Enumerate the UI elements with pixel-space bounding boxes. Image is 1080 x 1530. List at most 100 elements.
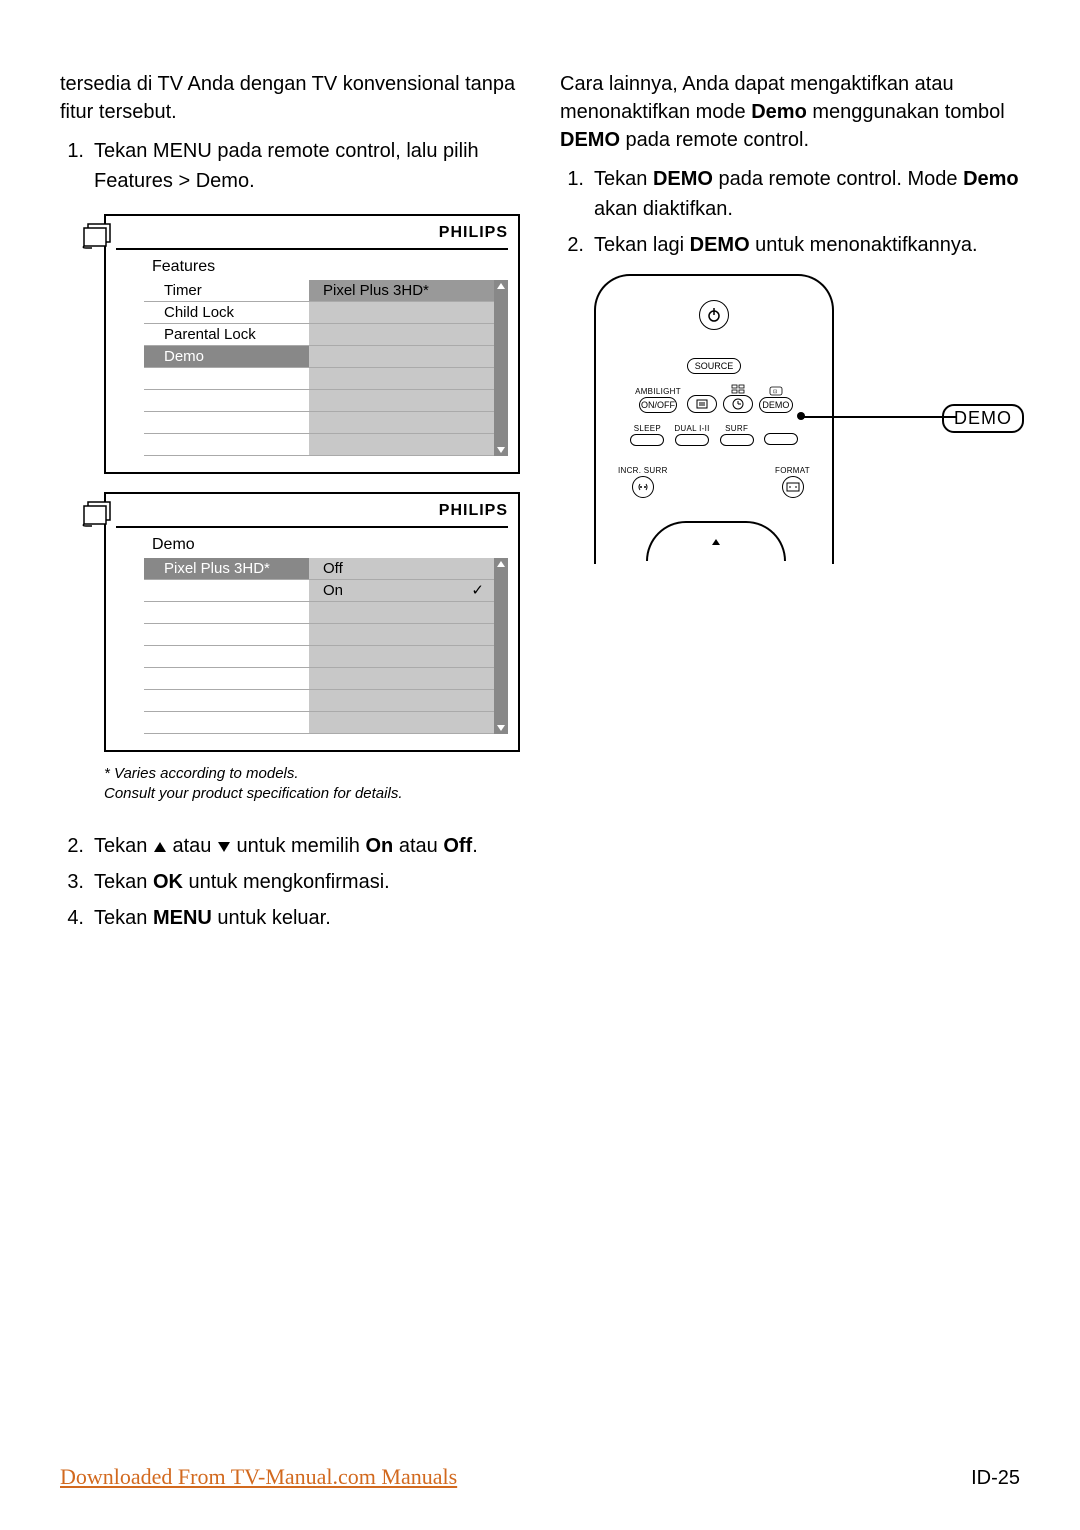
svg-text:⊡: ⊡ (773, 389, 777, 395)
sleep-label: SLEEP (634, 424, 661, 433)
t: untuk keluar. (212, 907, 331, 929)
step-number: 2. (560, 230, 594, 260)
dual-group: DUAL I-II (674, 424, 709, 446)
menu-value[interactable]: On✓ (309, 580, 494, 602)
incr-button[interactable] (632, 476, 654, 498)
demo-button[interactable]: DEMO (759, 397, 793, 413)
sleep-button[interactable] (630, 434, 664, 446)
surf-label: SURF (725, 424, 748, 433)
t: Tekan lagi (594, 234, 690, 256)
menu-right-column: Pixel Plus 3HD* (309, 280, 494, 456)
r-step-1: 1. Tekan DEMO pada remote control. Mode … (560, 164, 1020, 224)
t: Tekan (94, 871, 153, 893)
surf-group: SURF (720, 424, 754, 446)
menu-empty-row (309, 368, 494, 390)
menu-item[interactable]: Child Lock (144, 302, 309, 324)
bold: DEMO (560, 129, 620, 151)
step-text: Tekan lagi DEMO untuk menonaktifkannya. (594, 230, 1020, 260)
step-text: Tekan OK untuk mengkonfirmasi. (94, 867, 520, 897)
menu-item[interactable]: Timer (144, 280, 309, 302)
arrow-up-icon (153, 841, 167, 853)
menu-empty-row (309, 624, 494, 646)
menu-left-column: TimerChild LockParental LockDemo (144, 280, 309, 456)
format-icon (786, 482, 800, 492)
surf-button[interactable] (720, 434, 754, 446)
menu-right-column: OffOn✓ (309, 558, 494, 734)
source-row: SOURCE (596, 358, 832, 374)
power-icon (706, 307, 722, 323)
menu-empty-row (144, 624, 309, 646)
arrow-up-icon (496, 560, 506, 568)
onoff-button[interactable]: ON/OFF (639, 397, 677, 413)
t: untuk menonaktifkannya. (750, 234, 978, 256)
menu-value[interactable]: Off (309, 558, 494, 580)
menu-left-column: Pixel Plus 3HD* (144, 558, 309, 734)
t: pada remote control. Mode (713, 168, 963, 190)
page-number: ID-25 (971, 1467, 1020, 1490)
dpad-up (648, 533, 784, 551)
note-line-2: Consult your product specification for d… (104, 784, 520, 804)
dpad[interactable] (646, 521, 786, 561)
sleep-group: SLEEP (630, 424, 664, 446)
source-button[interactable]: SOURCE (687, 358, 741, 374)
footer: Downloaded From TV-Manual.com Manuals ID… (60, 1464, 1020, 1490)
paper-icon (82, 500, 118, 535)
menu-empty-row (309, 390, 494, 412)
brand-label: PHILIPS (116, 502, 508, 528)
arrow-down-icon (496, 446, 506, 454)
footer-link[interactable]: Downloaded From TV-Manual.com Manuals (60, 1464, 457, 1490)
step-text: Tekan DEMO pada remote control. Mode Dem… (594, 164, 1020, 224)
bold: On (365, 835, 393, 857)
btn-row-1: AMBILIGHT ON/OFF ⊡ DEMO (596, 384, 832, 413)
left-column: tersedia di TV Anda dengan TV konvension… (60, 60, 520, 939)
right-column: Cara lainnya, Anda dapat mengaktifkan at… (560, 60, 1020, 939)
page: tersedia di TV Anda dengan TV konvension… (0, 0, 1080, 939)
menu-panel-features: PHILIPS Features TimerChild LockParental… (104, 214, 520, 474)
bold: Demo (751, 101, 807, 123)
format-group: FORMAT (775, 466, 810, 498)
callout-dot (797, 412, 805, 420)
menu-empty-row (144, 668, 309, 690)
clock-button[interactable] (723, 395, 753, 413)
t: Tekan (594, 168, 653, 190)
menu-value[interactable]: Pixel Plus 3HD* (309, 280, 494, 302)
menu-empty-row (309, 690, 494, 712)
ambilight-group: AMBILIGHT ON/OFF (635, 387, 681, 413)
t: Tekan (94, 907, 153, 929)
menu-header: Features (144, 256, 508, 280)
menu-empty-row (144, 712, 309, 734)
r-step-2: 2. Tekan lagi DEMO untuk menonaktifkanny… (560, 230, 1020, 260)
scrollbar[interactable] (494, 558, 508, 734)
format-button[interactable] (782, 476, 804, 498)
grid-icon (731, 384, 745, 394)
menu-empty-row (144, 390, 309, 412)
menu-empty-row (144, 690, 309, 712)
menu-panel-demo: PHILIPS Demo Pixel Plus 3HD* OffOn✓ (104, 492, 520, 752)
arrow-up-icon (496, 282, 506, 290)
bold: Demo (963, 168, 1019, 190)
menu-item[interactable]: Demo (144, 346, 309, 368)
dual-button[interactable] (675, 434, 709, 446)
menu-item[interactable]: Parental Lock (144, 324, 309, 346)
t: untuk mengkonfirmasi. (183, 871, 390, 893)
callout-line (801, 416, 956, 418)
menu-empty-row (309, 302, 494, 324)
menu-empty-row (144, 580, 309, 602)
remote-diagram: SOURCE AMBILIGHT ON/OFF (594, 274, 1024, 574)
scrollbar[interactable] (494, 280, 508, 456)
t: atau (393, 835, 443, 857)
step-number: 2. (60, 831, 94, 861)
bold: OK (153, 871, 183, 893)
t: . (472, 835, 478, 857)
mid-group (723, 384, 753, 413)
teletext-button[interactable] (687, 395, 717, 413)
demo-group: ⊡ DEMO (759, 386, 793, 413)
step-3: 3. Tekan OK untuk mengkonfirmasi. (60, 867, 520, 897)
bold: Off (443, 835, 472, 857)
right-intro: Cara lainnya, Anda dapat mengaktifkan at… (560, 70, 1020, 154)
menu-item[interactable]: Pixel Plus 3HD* (144, 558, 309, 580)
extra-button[interactable] (764, 433, 798, 445)
menu-header: Demo (144, 534, 508, 558)
power-button[interactable] (699, 300, 729, 330)
step-text: Tekan MENU untuk keluar. (94, 903, 520, 933)
